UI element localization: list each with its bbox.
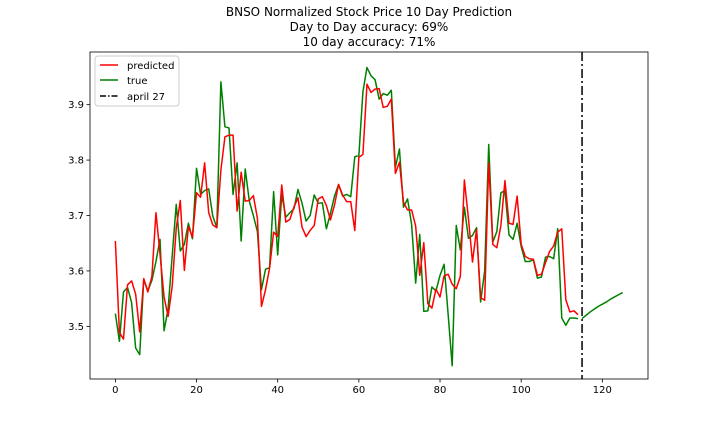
x-tick-label: 120 xyxy=(593,385,612,396)
x-tick-label: 20 xyxy=(190,385,203,396)
legend-label-predicted: predicted xyxy=(127,61,174,72)
legend: predicted true april 27 xyxy=(94,55,180,107)
legend-label-april-27: april 27 xyxy=(127,92,165,103)
x-tick-label: 40 xyxy=(271,385,284,396)
x-tick-label: 60 xyxy=(352,385,365,396)
y-tick-label: 3.6 xyxy=(68,266,84,277)
x-tick-label: 80 xyxy=(434,385,447,396)
plot-lines xyxy=(114,66,623,367)
x-tick-label: 100 xyxy=(512,385,531,396)
y-tick-label: 3.5 xyxy=(68,322,84,333)
y-tick-label: 3.9 xyxy=(68,100,84,111)
series-line-true xyxy=(114,66,579,367)
y-tick-label: 3.8 xyxy=(68,156,84,167)
x-tick-label: 0 xyxy=(112,385,118,396)
series-line-predicted xyxy=(114,83,579,340)
series-line-true-10-day-forecast xyxy=(581,291,623,320)
axes: 0 20 40 60 80 100 120 3.5 3.6 3.7 3.8 3.9 xyxy=(68,51,649,396)
chart-title: BNSO Normalized Stock Price 10 Day Predi… xyxy=(226,5,512,19)
legend-label-true: true xyxy=(127,76,148,87)
y-tick-label: 3.7 xyxy=(68,211,84,222)
chart-subtitle-day-accuracy: Day to Day accuracy: 69% xyxy=(290,20,449,34)
legend-frame xyxy=(94,55,180,107)
chart-subtitle-10day-accuracy: 10 day accuracy: 71% xyxy=(303,35,436,49)
